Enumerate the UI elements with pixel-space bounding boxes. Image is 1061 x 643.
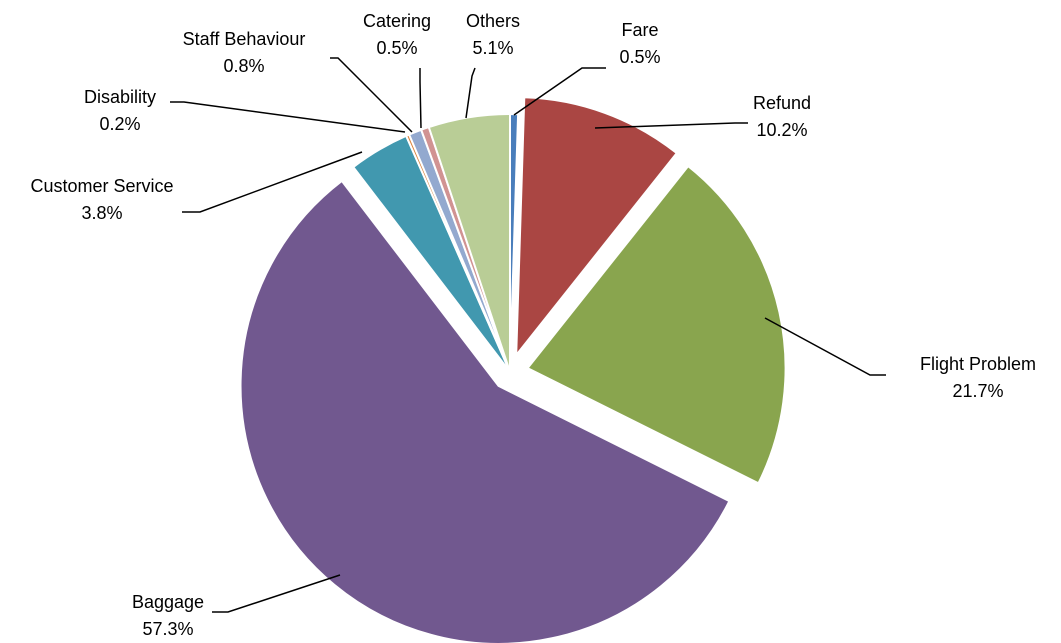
slice-label-fare: Fare 0.5% — [619, 20, 660, 67]
slice-percentage: 0.2% — [99, 114, 140, 134]
slice-category-name: Disability — [84, 87, 156, 107]
leader-line-customer-service — [182, 151, 363, 213]
slice-label-flight-problem: Flight Problem 21.7% — [920, 354, 1036, 401]
leader-line-refund — [594, 122, 748, 129]
slice-percentage: 10.2% — [756, 120, 807, 140]
leader-lines — [170, 57, 886, 613]
slice-label-disability: Disability 0.2% — [84, 87, 156, 134]
leader-line-fare — [513, 67, 606, 116]
slice-percentage: 0.8% — [223, 56, 264, 76]
slice-percentage: 21.7% — [952, 381, 1003, 401]
slice-category-name: Customer Service — [30, 176, 173, 196]
slice-percentage: 3.8% — [81, 203, 122, 223]
leader-line-catering — [419, 68, 422, 129]
leader-line-others — [465, 67, 476, 119]
slice-label-baggage: Baggage 57.3% — [132, 592, 204, 639]
slice-category-name: Baggage — [132, 592, 204, 612]
pie-slice-others — [427, 112, 511, 373]
slice-category-name: Refund — [753, 93, 811, 113]
slice-category-name: Catering — [363, 11, 431, 31]
slice-percentage: 57.3% — [142, 619, 193, 639]
slice-percentage: 0.5% — [619, 47, 660, 67]
slice-label-customer-service: Customer Service 3.8% — [30, 176, 173, 223]
slice-category-name: Flight Problem — [920, 354, 1036, 374]
slice-label-catering: Catering 0.5% — [363, 11, 431, 58]
slice-label-others: Others 5.1% — [466, 11, 520, 58]
slice-category-name: Fare — [621, 20, 658, 40]
pie-slice-baggage — [239, 179, 731, 643]
leader-line-baggage — [212, 574, 341, 613]
slice-label-staff-behaviour: Staff Behaviour 0.8% — [183, 29, 306, 76]
leader-line-staff-behaviour — [330, 57, 413, 133]
slice-percentage: 5.1% — [472, 38, 513, 58]
pie-slice-refund — [515, 96, 679, 359]
pie-slice-flight-problem — [526, 164, 787, 485]
slice-percentage: 0.5% — [376, 38, 417, 58]
pie-slices — [239, 96, 787, 643]
leader-line-disability — [170, 101, 406, 133]
leader-line-flight-problem — [764, 317, 886, 376]
slice-labels: Fare 0.5% Refund 10.2% Flight Problem 21.7% Ba… — [30, 11, 1036, 639]
slice-category-name: Others — [466, 11, 520, 31]
slice-label-refund: Refund 10.2% — [753, 93, 811, 140]
slice-category-name: Staff Behaviour — [183, 29, 306, 49]
